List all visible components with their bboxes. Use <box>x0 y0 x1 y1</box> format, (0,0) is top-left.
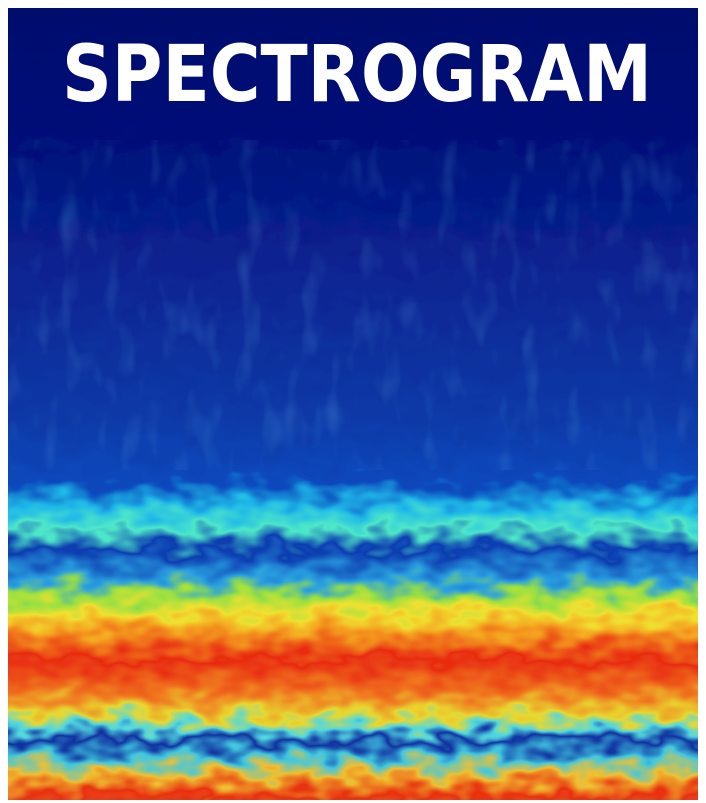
title: SPECTROGRAM <box>62 30 652 120</box>
speckle-overlay <box>8 140 698 470</box>
